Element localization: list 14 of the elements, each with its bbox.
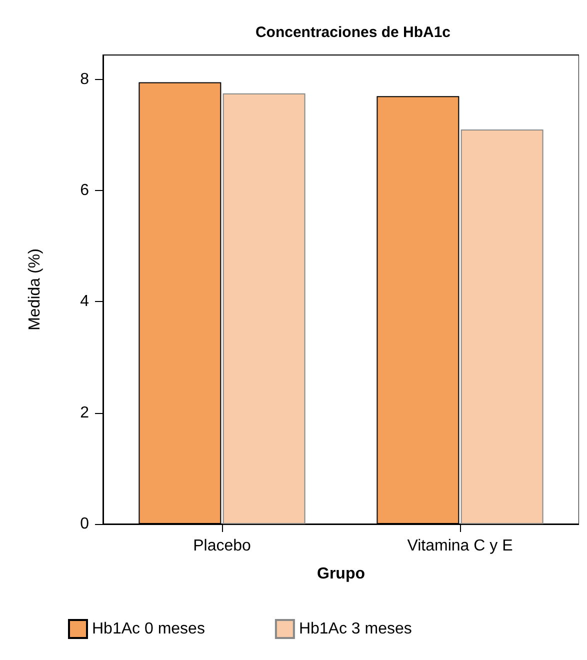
y-tick-label: 4: [80, 293, 90, 310]
chart-title: Concentraciones de HbA1c: [255, 24, 451, 41]
x-tick-label: Vitamina C y E: [407, 538, 513, 554]
legend-label: Hb1Ac 0 meses: [92, 620, 205, 638]
x-axis-title: Grupo: [317, 566, 366, 582]
y-tick-label: 8: [80, 70, 90, 88]
y-tick-label: 6: [80, 182, 90, 200]
x-tick-label: Placebo: [193, 538, 252, 554]
y-axis-title: Medida (%): [26, 248, 44, 330]
bar: [460, 129, 544, 524]
y-tick-label: 0: [80, 516, 90, 532]
y-tick-label: 2: [80, 404, 90, 422]
bar: [222, 93, 306, 524]
legend-label: Hb1Ac 3 meses: [298, 620, 412, 638]
